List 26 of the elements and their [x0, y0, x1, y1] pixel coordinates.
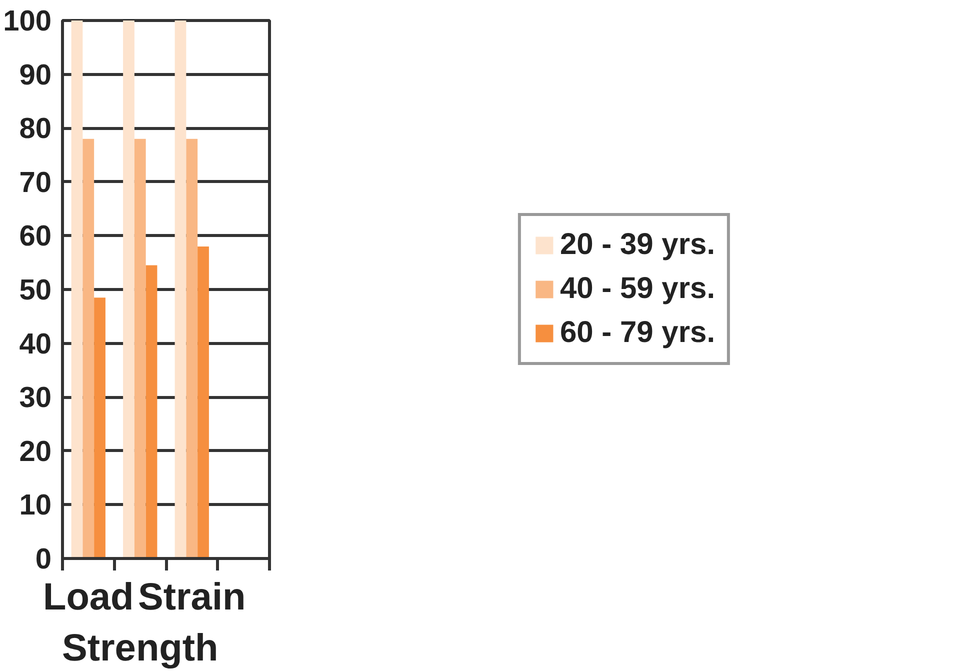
bar	[82, 138, 94, 558]
y-tick-label: 10	[19, 490, 52, 522]
bar	[174, 20, 186, 558]
y-tick-label: 30	[19, 382, 52, 414]
x-tick-label: Load	[42, 576, 134, 618]
y-tick-label: 0	[35, 544, 52, 576]
y-tick-label: 60	[19, 220, 52, 253]
y-tick-label: 40	[19, 328, 52, 360]
bar	[186, 138, 198, 558]
legend-label: 60 - 79 yrs.	[560, 316, 716, 350]
y-tick-label: 50	[19, 274, 52, 306]
legend-label: 20 - 39 yrs.	[560, 228, 716, 262]
x-tick-label: Strength	[62, 628, 218, 670]
y-tick-label: 80	[19, 113, 52, 146]
y-tick-label: 100	[3, 6, 52, 38]
bar	[71, 20, 83, 558]
bar	[94, 298, 106, 558]
legend-label: 40 - 59 yrs.	[560, 272, 716, 306]
y-tick-label: 90	[19, 59, 52, 92]
bar	[146, 265, 158, 558]
y-tick-label: 20	[19, 436, 52, 468]
bar	[123, 20, 134, 558]
bar	[134, 138, 146, 558]
bar	[198, 246, 209, 558]
y-tick-label: 70	[19, 166, 52, 199]
x-tick-label: Strain	[138, 576, 246, 618]
